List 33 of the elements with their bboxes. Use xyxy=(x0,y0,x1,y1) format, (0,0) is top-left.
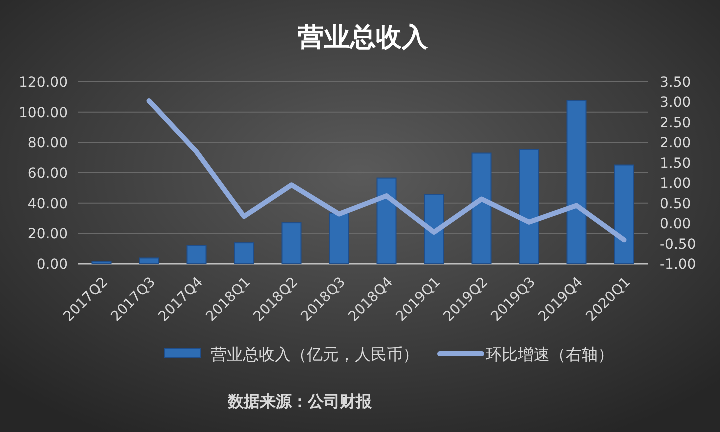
y2-tick-label: 1.50 xyxy=(660,156,692,172)
y-tick-label: 40.00 xyxy=(28,196,68,212)
bar xyxy=(282,222,302,264)
y-tick-label: 60.00 xyxy=(28,166,68,182)
y2-tick-label: 0.50 xyxy=(660,196,692,212)
bar xyxy=(566,100,587,264)
y2-tick-label: 2.50 xyxy=(660,115,692,132)
bar xyxy=(139,258,160,264)
bar xyxy=(424,194,444,264)
bar xyxy=(614,164,634,264)
y2-tick-label: 1.00 xyxy=(660,176,692,192)
y-tick-label: 0.00 xyxy=(36,257,68,273)
chart-title: 营业总收入 xyxy=(297,23,429,53)
bar xyxy=(472,152,492,264)
y2-tick-label: 2.00 xyxy=(660,136,692,152)
legend-label: 营业总收入（亿元，人民币） xyxy=(211,345,419,364)
legend-label: 环比增速（右轴） xyxy=(486,345,614,364)
bar xyxy=(92,261,112,264)
y-tick-label: 100.00 xyxy=(19,105,68,122)
bar xyxy=(329,212,350,264)
y2-tick-label: -0.50 xyxy=(660,236,696,253)
y-tick-label: 20.00 xyxy=(28,226,68,243)
bar xyxy=(186,245,207,264)
y-tick-label: 120.00 xyxy=(19,75,68,91)
bar xyxy=(376,178,397,264)
y2-tick-label: 3.00 xyxy=(660,95,692,112)
bar xyxy=(234,242,254,264)
bar xyxy=(519,149,540,264)
y2-tick-label: 0.00 xyxy=(660,216,692,233)
y-tick-label: 80.00 xyxy=(28,136,68,152)
source-note: 数据来源：公司财报 xyxy=(227,392,373,411)
y2-tick-label: -1.00 xyxy=(660,257,696,273)
y2-tick-label: 3.50 xyxy=(660,75,692,91)
